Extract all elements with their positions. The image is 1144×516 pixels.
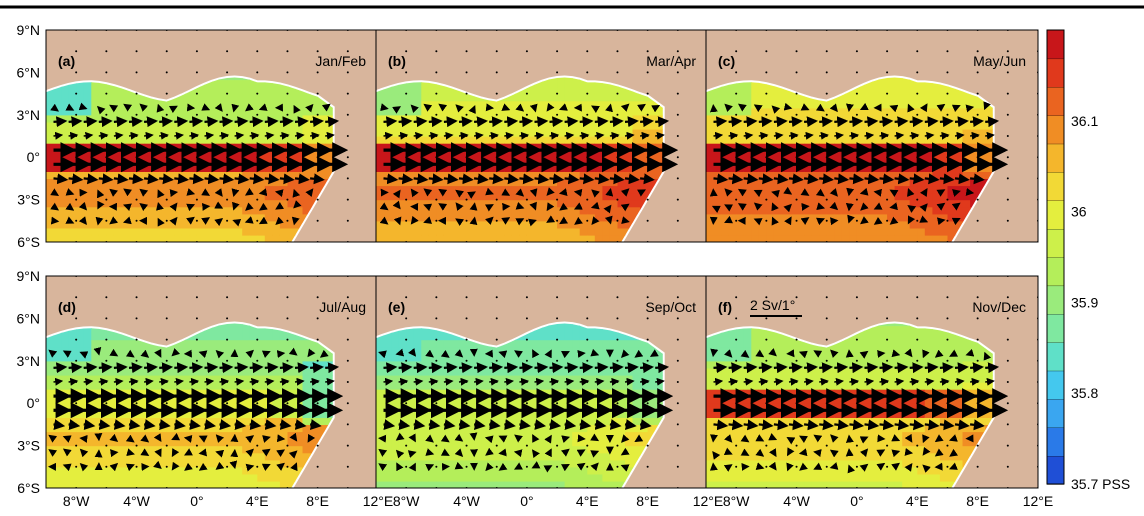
vector-scale: 2 Sv/1° xyxy=(750,297,802,317)
panel-period: Jul/Aug xyxy=(319,299,366,315)
panel-letter: (f) xyxy=(718,299,732,315)
colorbar: 36.1 36 35.9 35.8 35.7 PSS xyxy=(1046,29,1130,492)
x-tick-label: 12°E xyxy=(363,493,394,509)
colorbar-swatch xyxy=(1046,171,1065,201)
colorbar-swatch xyxy=(1046,114,1065,145)
x-tick-label: 4°E xyxy=(576,493,599,509)
x-axis-labels: 8°W 4°W 0° 4°E 8°E 12°E 8°W 4°W 0° 4°E 8°E 12°E 8°W 4… xyxy=(63,493,1053,509)
transport-vectors xyxy=(709,101,1009,226)
colorbar-swatch xyxy=(1046,29,1065,60)
x-tick-label: 12°E xyxy=(1023,493,1054,509)
colorbar-swatch xyxy=(1046,285,1065,315)
x-tick-label: 4°W xyxy=(783,493,810,509)
panel-grid: (a) Jan/Feb (b) Mar/Apr (c) May/Jun (d) Jul/Aug… xyxy=(45,29,1039,489)
y-axis-labels: 9°N 6°N 3°N 0° 3°S 6°S 9°N 6°N 3°N 0° 3°S 6°S xyxy=(17,22,41,496)
panel-period: May/Jun xyxy=(973,53,1026,69)
colorbar-tick-label: 35.7 PSS xyxy=(1071,476,1130,492)
y-tick-label: 3°S xyxy=(17,438,40,454)
panel-frame xyxy=(705,29,1039,243)
x-tick-label: 0° xyxy=(190,493,203,509)
colorbar-swatch xyxy=(1046,256,1065,287)
y-tick-label: 6°N xyxy=(17,64,41,80)
panel-letter: (e) xyxy=(388,299,405,315)
panel-period: Mar/Apr xyxy=(646,53,696,69)
panel-jul-aug: (d) Jul/Aug xyxy=(45,275,379,489)
transport-vectors xyxy=(378,347,674,473)
y-tick-label: 6°S xyxy=(17,480,40,496)
transport-vectors xyxy=(379,102,679,227)
y-tick-label: 3°S xyxy=(17,192,40,208)
x-tick-label: 4°W xyxy=(123,493,150,509)
panel-mar-apr: (b) Mar/Apr xyxy=(375,29,709,243)
transport-vectors xyxy=(48,346,344,472)
x-tick-label: 12°E xyxy=(693,493,724,509)
y-tick-label: 9°N xyxy=(17,22,41,38)
transport-vectors xyxy=(50,102,349,227)
x-tick-label: 8°E xyxy=(306,493,329,509)
x-tick-label: 8°W xyxy=(393,493,420,509)
panel-period: Jan/Feb xyxy=(315,53,366,69)
y-tick-label: 6°S xyxy=(17,234,40,250)
panel-letter: (c) xyxy=(718,53,735,69)
panel-jan-feb: (a) Jan/Feb xyxy=(45,29,379,243)
y-tick-label: 3°N xyxy=(17,353,41,369)
x-tick-label: 8°W xyxy=(723,493,750,509)
x-tick-label: 0° xyxy=(850,493,863,509)
colorbar-swatch xyxy=(1046,58,1065,88)
colorbar-swatch xyxy=(1046,455,1065,485)
panel-letter: (a) xyxy=(58,53,75,69)
colorbar-swatch xyxy=(1046,398,1065,428)
panel-nov-dec: (f) Nov/Dec 2 Sv/1° xyxy=(705,275,1039,489)
panel-period: Sep/Oct xyxy=(645,299,696,315)
panel-sep-oct: (e) Sep/Oct xyxy=(375,275,709,489)
panel-may-jun: (c) May/Jun xyxy=(705,29,1039,243)
colorbar-swatch xyxy=(1046,143,1065,173)
panel-letter: (b) xyxy=(388,53,406,69)
y-tick-label: 0° xyxy=(27,395,40,411)
x-tick-label: 4°E xyxy=(906,493,929,509)
colorbar-tick-label: 35.9 xyxy=(1071,294,1098,310)
panel-frame xyxy=(705,275,1039,489)
colorbar-tick-label: 35.8 xyxy=(1071,385,1098,401)
colorbar-swatch xyxy=(1046,341,1065,372)
vector-scale-label: 2 Sv/1° xyxy=(750,297,795,313)
x-tick-label: 0° xyxy=(520,493,533,509)
colorbar-swatch xyxy=(1046,427,1065,457)
colorbar-swatch xyxy=(1046,313,1065,343)
x-tick-label: 8°E xyxy=(966,493,989,509)
x-tick-label: 8°E xyxy=(636,493,659,509)
colorbar-swatch xyxy=(1046,200,1065,230)
transport-vectors xyxy=(709,348,1009,474)
colorbar-swatch xyxy=(1046,228,1065,258)
y-tick-label: 3°N xyxy=(17,107,41,123)
panel-letter: (d) xyxy=(58,299,76,315)
y-tick-label: 6°N xyxy=(17,310,41,326)
colorbar-swatch xyxy=(1046,370,1065,400)
x-tick-label: 4°W xyxy=(453,493,480,509)
y-tick-label: 9°N xyxy=(17,268,41,284)
colorbar-tick-label: 36.1 xyxy=(1071,113,1098,129)
panel-period: Nov/Dec xyxy=(972,299,1026,315)
x-tick-label: 8°W xyxy=(63,493,90,509)
colorbar-swatch xyxy=(1046,86,1065,116)
colorbar-tick-label: 36 xyxy=(1071,204,1087,220)
y-tick-label: 0° xyxy=(27,149,40,165)
x-tick-label: 4°E xyxy=(246,493,269,509)
